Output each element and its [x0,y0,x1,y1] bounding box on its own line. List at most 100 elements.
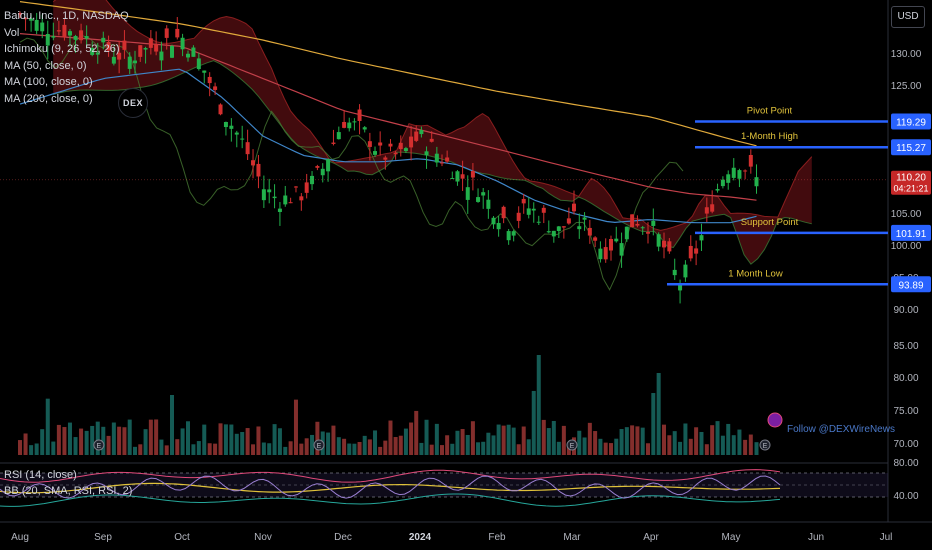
x-tick-label: Sep [94,532,112,543]
candle [748,154,753,167]
volume-bar [267,443,272,455]
candle [159,51,164,61]
candle [51,36,56,38]
volume-bar [546,428,551,455]
candle [383,157,388,160]
volume-bar [678,441,683,455]
volume-bar [476,442,481,455]
volume-bar [383,440,388,455]
earnings-marker-label: E [570,443,575,450]
candle [445,157,450,162]
candle [491,217,496,225]
legend-ma200[interactable]: MA (200, close, 0) [4,92,93,105]
volume-bar [293,399,298,455]
candle [516,212,521,221]
candle [715,189,720,191]
volume-bar [138,444,143,455]
volume-bar [169,394,174,455]
volume-bar [593,431,598,455]
candle [229,125,234,129]
candle [29,18,34,21]
candle [240,138,245,140]
volume-bar [598,438,603,455]
candle [138,45,143,57]
candle [267,189,272,193]
candle [429,138,434,142]
candle [561,226,566,228]
candle [245,142,250,155]
volume-bar [245,428,250,455]
legend-rsi[interactable]: RSI (14, close) [4,469,77,481]
legend-ma100[interactable]: MA (100, close, 0) [4,76,93,88]
follow-caption: Follow @DEXWireNews [787,424,895,435]
candle [293,186,298,188]
volume-bar [223,424,228,455]
volume-bar [23,433,28,455]
legend-ichimoku[interactable]: Ichimoku (9, 26, 52, 26) [4,43,120,55]
volume-bar [326,432,331,455]
volume-bar [403,428,408,455]
volume-bar [429,444,434,455]
volume-bar [180,428,185,455]
volume-bar [754,442,759,455]
candle [731,167,736,178]
candle [122,40,127,50]
volume-bar [582,437,587,455]
candle [672,269,677,276]
x-tick-label: Feb [488,532,506,543]
candle [261,189,266,201]
volume-bar [256,426,261,455]
candle [186,53,191,58]
volume-bar [362,435,367,455]
volume-bar [486,432,491,455]
x-tick-label: Oct [174,532,190,543]
volume-axis-label: 80.00 [893,373,918,384]
currency-button[interactable]: USD [891,6,925,28]
candle [678,283,683,291]
legend-vol[interactable]: Vol [4,26,20,39]
bar-countdown: 04:21:21 [893,184,928,194]
volume-bar [261,442,266,455]
volume-bar [541,419,546,455]
level-value: 119.29 [896,117,926,128]
x-tick-label: Mar [563,532,581,543]
volume-bar [481,441,486,455]
candle [608,239,613,251]
legend-ma50[interactable]: MA (50, close, 0) [4,59,87,72]
symbol-title[interactable]: Baidu, Inc., 1D, NASDAQ [4,10,129,22]
candle [367,141,372,147]
level-name: 1 Month Low [728,268,783,279]
candle [169,45,174,58]
candle [640,227,645,229]
candle [218,104,223,115]
candle [378,142,383,146]
candle [95,52,100,55]
volume-bar [726,423,731,455]
bb-basis-line [0,482,781,494]
candle [45,34,50,46]
candle [362,127,367,130]
earnings-marker-label: E [317,443,322,450]
volume-bar [143,429,148,455]
volume-bar [465,434,470,455]
volume-bar [516,444,521,455]
candle [566,218,571,224]
volume-axis-label: 75.00 [893,406,918,417]
volume-bar [283,446,288,455]
volume-bar [551,420,556,455]
ichimoku-span-b [53,60,812,265]
ma100-line [19,33,757,201]
volume-bar [455,430,460,455]
candle [111,56,116,64]
volume-bar [122,427,127,455]
volume-bar [645,443,650,455]
candle [541,207,546,213]
candle [388,143,393,147]
candle [90,47,95,55]
rsi-axis-label: 40.00 [893,491,918,502]
candle [342,122,347,128]
volume-bar [191,444,196,455]
volume-bar [299,443,304,455]
legend-bb[interactable]: BB (20, SMA, RSI, RSI, 2) [4,485,133,497]
